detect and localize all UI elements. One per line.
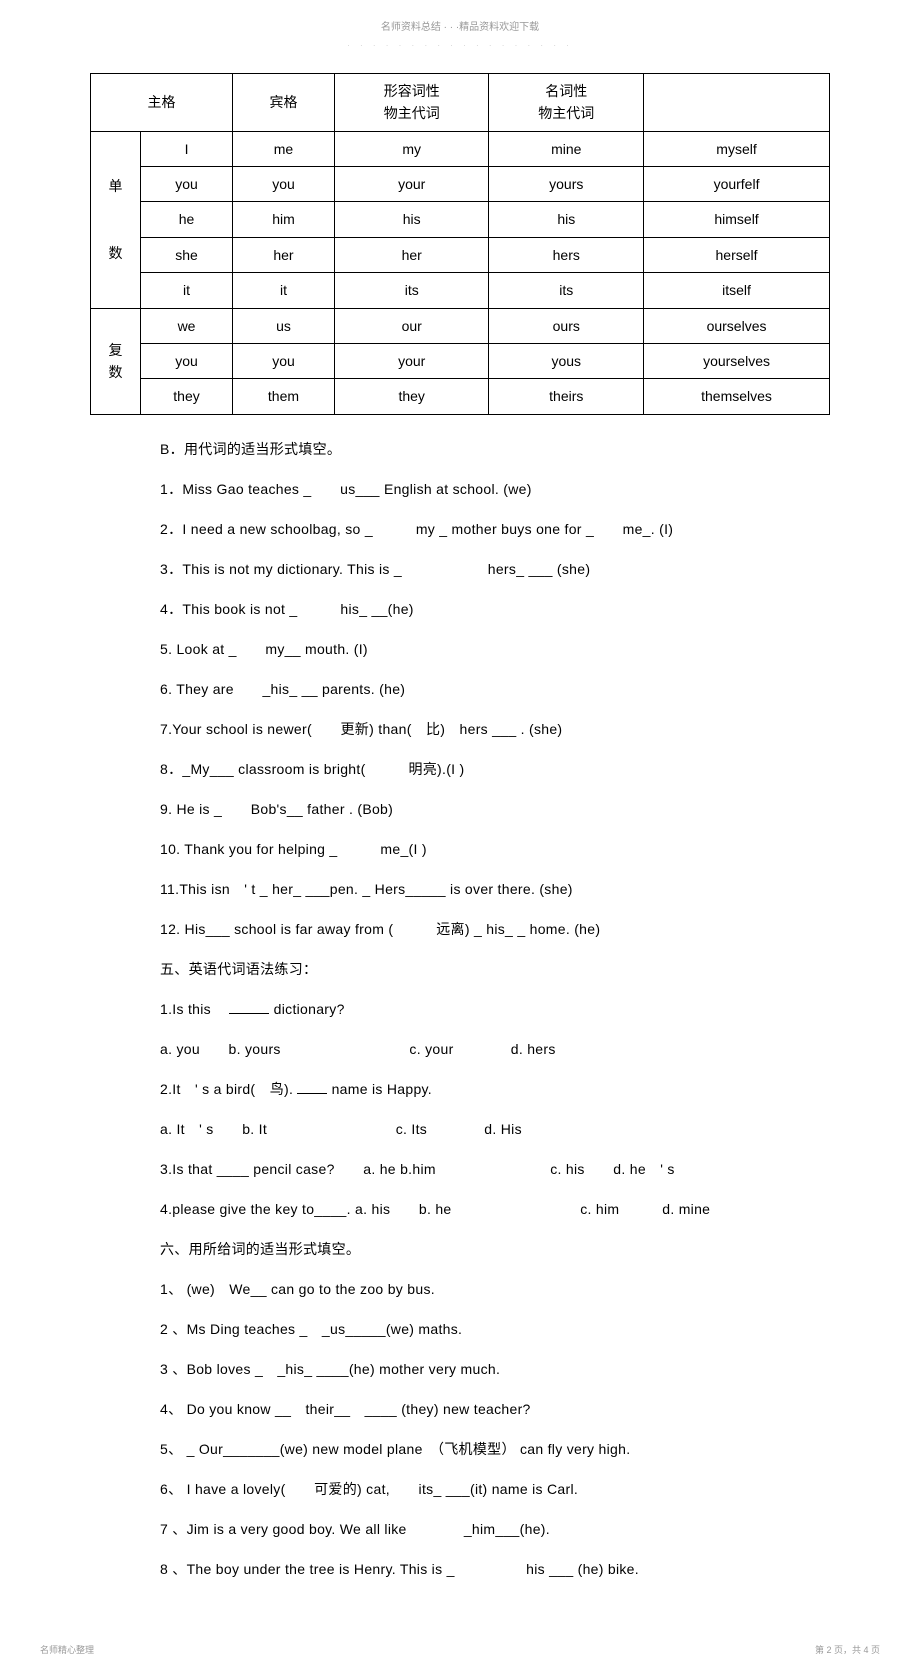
section-six: 六、用所给词的适当形式填空。 [160,1235,840,1263]
cell: it [141,273,233,308]
cell: yourselves [644,343,830,378]
line: 6. They are _his_ __ parents. (he) [160,675,840,703]
cell: his [489,202,644,237]
cell: him [233,202,335,237]
th-subject: 主格 [91,73,233,131]
line: 5. Look at _ my__ mouth. (I) [160,635,840,663]
line: 4．This book is not _ his_ __(he) [160,595,840,623]
line: 3 、Bob loves _ _his_ ____(he) mother ver… [160,1355,840,1383]
footer-right: 第 2 页，共 4 页 [815,1643,880,1657]
line: 4、 Do you know __ their__ ____ (they) ne… [160,1395,840,1423]
content-body: B．用代词的适当形式填空。 1．Miss Gao teaches _ us___… [40,435,880,1583]
page-footer: 名师精心整理 第 2 页，共 4 页 [40,1643,880,1657]
header-title: 名师资料总结 · · ·精品资料欢迎下载 [40,20,880,36]
line: 2 、Ms Ding teaches _ _us_____(we) maths. [160,1315,840,1343]
cell: they [141,379,233,414]
line: 6、 I have a lovely( 可爱的) cat, its_ ___(i… [160,1475,840,1503]
line: 2．I need a new schoolbag, so _ my _ moth… [160,515,840,543]
cell: her [233,237,335,272]
cell: ours [489,308,644,343]
q1-options: a. you b. yours c. your d. hers [160,1035,840,1063]
cell: they [334,379,489,414]
cell: we [141,308,233,343]
cell: them [233,379,335,414]
cell: it [233,273,335,308]
cell: herself [644,237,830,272]
q2: 2.It ' s a bird( 鸟). name is Happy. [160,1075,840,1103]
q1: 1.Is this dictionary? [160,995,840,1023]
line: 12. His___ school is far away from ( 远离)… [160,915,840,943]
th-poss-adj: 形容词性 物主代词 [334,73,489,131]
line: 10. Thank you for helping _ me_(I ) [160,835,840,863]
cell: you [141,343,233,378]
cell: my [334,131,489,166]
th-reflexive [644,73,830,131]
cell: you [233,343,335,378]
cell: you [233,166,335,201]
cell: its [489,273,644,308]
line: 5、 _ Our_______(we) new model plane （飞机模… [160,1435,840,1463]
cell: hers [489,237,644,272]
cell: myself [644,131,830,166]
pronoun-table: 主格 宾格 形容词性 物主代词 名词性 物主代词 单 数 I me my min… [90,73,830,415]
singular-label: 单 数 [91,131,141,308]
line: 7 、Jim is a very good boy. We all like _… [160,1515,840,1543]
plural-label: 复 数 [91,308,141,414]
cell: his [334,202,489,237]
cell: your [334,166,489,201]
cell: our [334,308,489,343]
cell: he [141,202,233,237]
th-poss-noun: 名词性 物主代词 [489,73,644,131]
cell: themselves [644,379,830,414]
line: 1、 (we) We__ can go to the zoo by bus. [160,1275,840,1303]
cell: yourfelf [644,166,830,201]
line: 7.Your school is newer( 更新) than( 比) her… [160,715,840,743]
cell: you [141,166,233,201]
section-five: 五、英语代词语法练习： [160,955,840,983]
line: 3．This is not my dictionary. This is _ h… [160,555,840,583]
cell: me [233,131,335,166]
line: 8．_My___ classroom is bright( 明亮).(I ) [160,755,840,783]
cell: us [233,308,335,343]
cell: mine [489,131,644,166]
cell: yous [489,343,644,378]
footer-left: 名师精心整理 [40,1643,94,1657]
cell: yours [489,166,644,201]
cell: your [334,343,489,378]
cell: ourselves [644,308,830,343]
q2-options: a. It ' s b. It c. Its d. His [160,1115,840,1143]
cell: itself [644,273,830,308]
cell: theirs [489,379,644,414]
cell: she [141,237,233,272]
q4: 4.please give the key to____. a. his b. … [160,1195,840,1223]
line: 8 、The boy under the tree is Henry. This… [160,1555,840,1583]
line: 9. He is _ Bob's__ father . (Bob) [160,795,840,823]
cell: her [334,237,489,272]
line: 1．Miss Gao teaches _ us___ English at sc… [160,475,840,503]
header-dots: · · · · · · · · · · · · · · · · · · [40,40,880,53]
cell: its [334,273,489,308]
line: 11.This isn ' t _ her_ ___pen. _ Hers___… [160,875,840,903]
th-object: 宾格 [233,73,335,131]
q3: 3.Is that ____ pencil case? a. he b.him … [160,1155,840,1183]
cell: I [141,131,233,166]
section-b-title: B．用代词的适当形式填空。 [160,435,840,463]
cell: himself [644,202,830,237]
